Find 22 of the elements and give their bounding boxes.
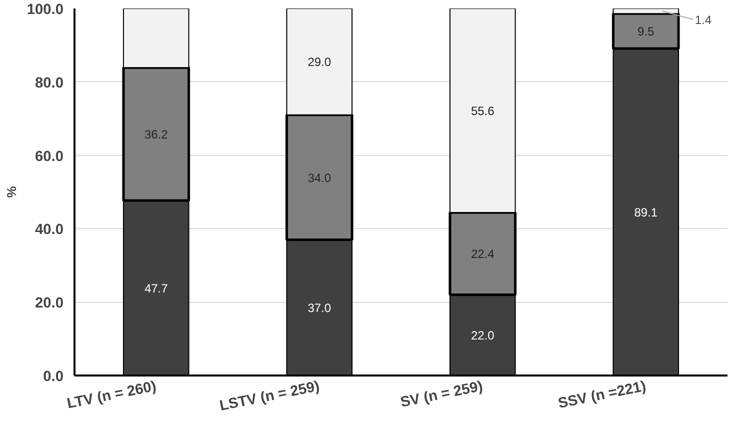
data-label: 89.1 bbox=[634, 206, 658, 220]
data-label: 22.4 bbox=[470, 247, 495, 262]
data-label: 34.0 bbox=[308, 170, 332, 185]
y-tick-label: 40.0 bbox=[34, 222, 64, 238]
data-label: 29.0 bbox=[308, 55, 332, 70]
y-tick-label: 0.0 bbox=[43, 369, 64, 385]
y-axis-title: % bbox=[4, 186, 19, 198]
x-tick-label: LTV (n = 260) bbox=[66, 378, 158, 412]
x-tick-label: SV (n = 259) bbox=[399, 378, 484, 411]
y-tick-label: 60.0 bbox=[34, 148, 64, 165]
y-tick-label: 80.0 bbox=[34, 75, 64, 92]
data-label: 36.2 bbox=[144, 128, 168, 142]
y-tick-label: 20.0 bbox=[34, 296, 64, 312]
data-label: 22.0 bbox=[470, 328, 495, 343]
data-label: 37.0 bbox=[308, 301, 332, 316]
data-label: 1.4 bbox=[694, 13, 712, 28]
y-tick-label: 100.0 bbox=[26, 2, 64, 18]
data-label: 47.7 bbox=[144, 281, 168, 296]
data-label: 9.5 bbox=[638, 24, 655, 39]
x-tick-label: SSV (n =221) bbox=[556, 378, 648, 412]
data-label: 55.6 bbox=[470, 104, 495, 118]
x-tick-label: LSTV (n = 259) bbox=[218, 378, 322, 414]
